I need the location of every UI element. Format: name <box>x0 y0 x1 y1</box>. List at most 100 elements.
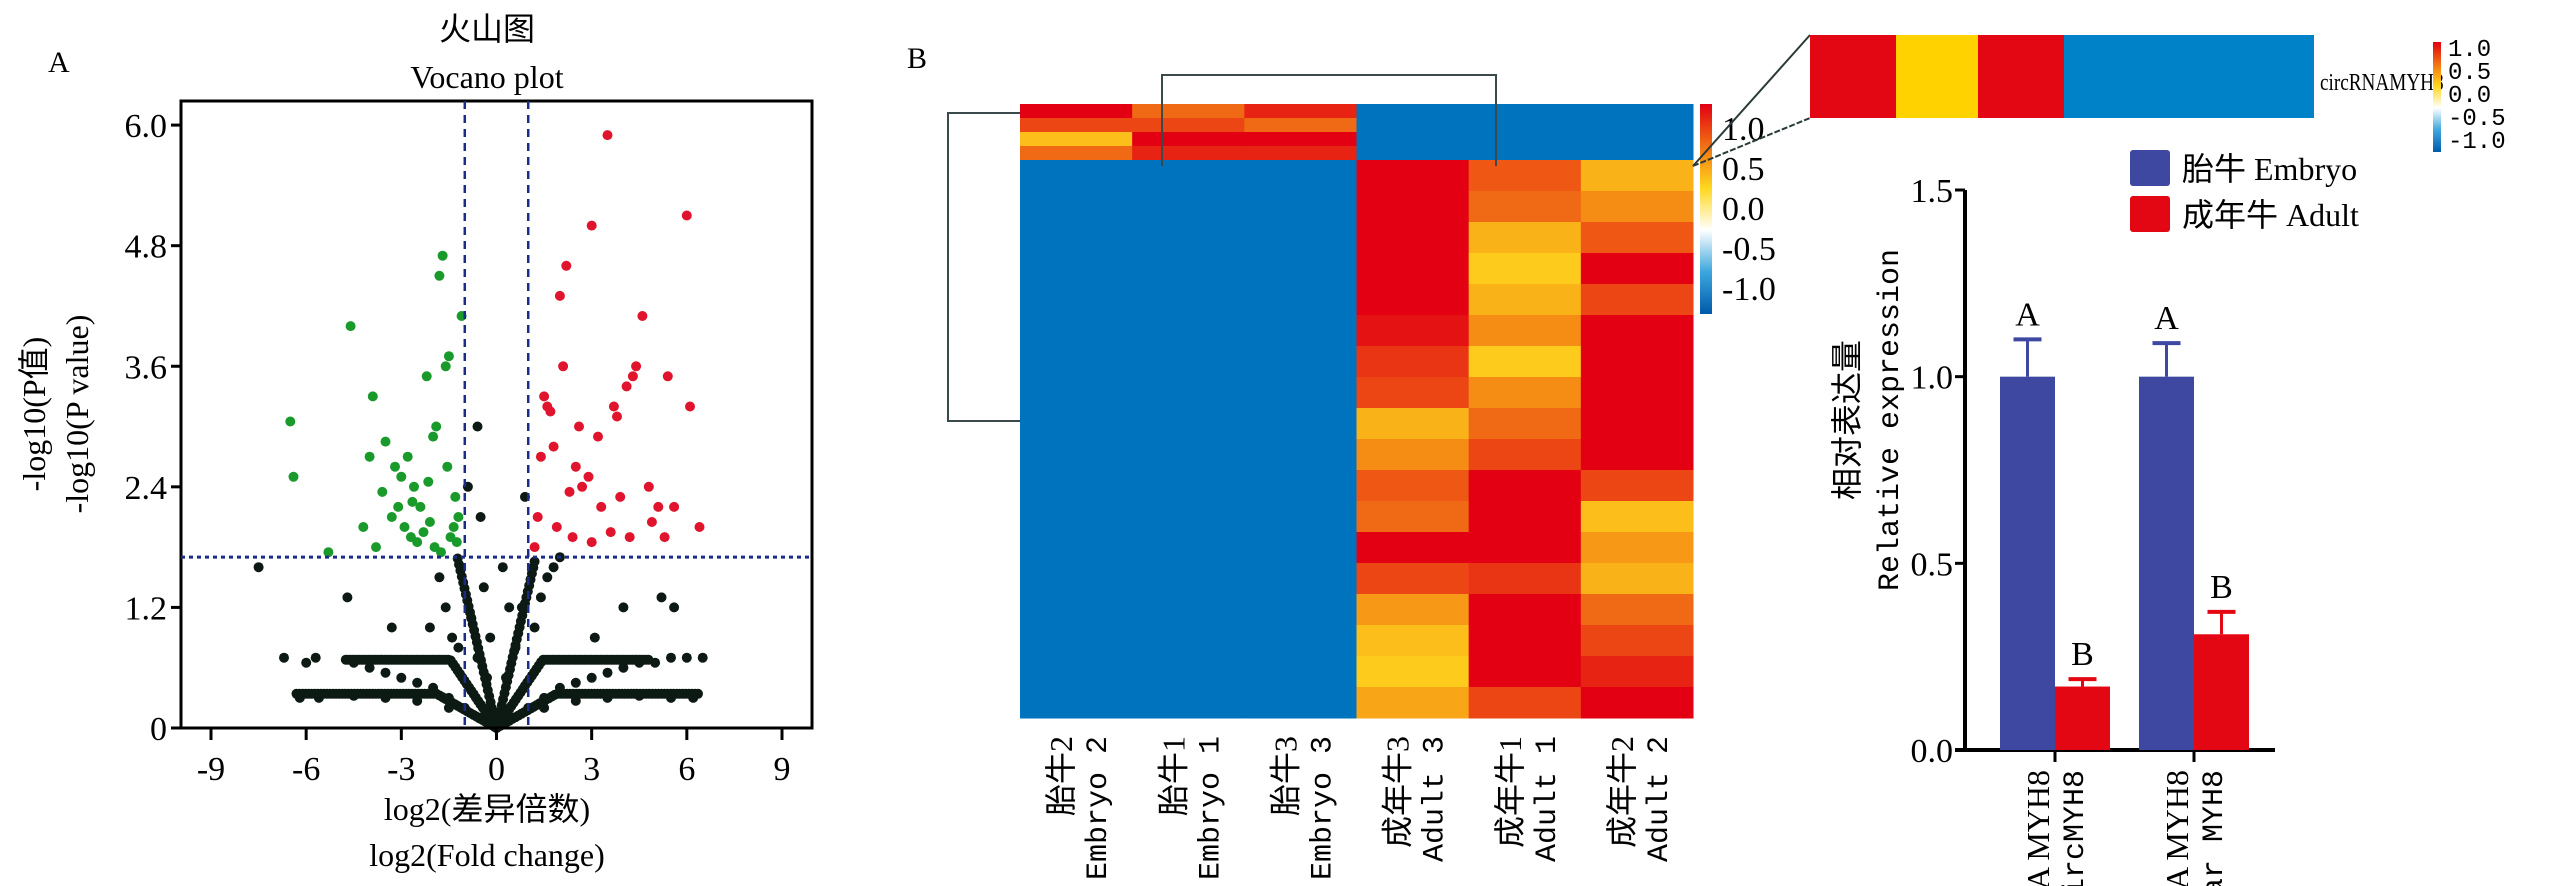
point-not-significant <box>424 622 435 633</box>
bar-adult <box>2194 634 2249 750</box>
heatmap-cell <box>1356 625 1470 657</box>
point-up <box>653 501 664 512</box>
heatmap-cell <box>1020 408 1133 440</box>
point-down <box>393 501 404 512</box>
volcano-title: 火山图 <box>439 11 535 47</box>
heatmap-cell <box>1356 377 1470 409</box>
inset-connector-bottom <box>1692 117 1811 167</box>
point-up <box>612 411 622 422</box>
heatmap-cell <box>1356 439 1470 471</box>
y-tick-label: 2.4 <box>125 470 168 507</box>
heatmap-cell <box>1244 625 1357 657</box>
point-up <box>624 532 635 543</box>
heatmap-cell <box>1468 315 1582 347</box>
x-tick-label: -9 <box>197 751 225 788</box>
heatmap-cell <box>1020 377 1133 409</box>
heatmap-cell <box>1244 594 1357 626</box>
point-up <box>545 406 556 417</box>
point-not-significant <box>440 602 451 613</box>
point-down <box>412 537 423 548</box>
point-not-significant <box>589 632 600 643</box>
point-down <box>415 501 426 512</box>
point-down <box>451 537 462 548</box>
y-axis: 0 1.2 2.4 3.6 4.8 6.0 <box>125 108 181 748</box>
heatmap-cell <box>1356 284 1470 316</box>
point-down <box>453 512 464 522</box>
bar-chart: 0.0 0.5 1.0 1.5 A B A B 胎牛 Embryo 成年牛 Adult 相对表… <box>1829 150 2359 886</box>
inset-colorbar-tick: -1.0 <box>2448 129 2506 156</box>
point-not-significant <box>656 592 667 603</box>
heatmap-cell <box>1132 625 1245 657</box>
bar-category-label-en: Linear MYH8 <box>2198 770 2232 886</box>
heatmap-cell <box>1468 253 1582 285</box>
point-not-significant-dense <box>693 688 703 699</box>
heatmap-cell <box>1132 346 1245 378</box>
point-not-significant <box>301 657 312 668</box>
heatmap-cell <box>1244 160 1357 192</box>
threshold-lines <box>181 101 812 728</box>
heatmap-cell <box>1132 470 1245 502</box>
heatmap-cell <box>1132 563 1245 595</box>
inset-label: circRNAMYH8 <box>2320 69 2444 96</box>
heatmap-cell <box>1244 532 1357 564</box>
heatmap-cell <box>1020 532 1133 564</box>
heatmap-cell <box>1020 104 1133 119</box>
heatmap-cell <box>1468 501 1582 533</box>
heatmap-cell <box>1468 594 1582 626</box>
point-down <box>377 486 388 497</box>
heatmap-cell <box>1020 346 1133 378</box>
heatmap-cell <box>1132 284 1245 316</box>
point-not-significant <box>310 652 321 663</box>
heatmap-cell <box>1356 191 1470 223</box>
heatmap-cell <box>1020 625 1133 657</box>
y-tick-label: 1.2 <box>125 590 168 627</box>
heatmap-cell <box>1244 315 1357 347</box>
inset-cell <box>2147 35 2230 118</box>
heatmap-cell <box>1244 563 1357 595</box>
heatmap-cell <box>1020 146 1133 161</box>
heatmap-cell <box>1468 146 1582 161</box>
point-not-significant <box>396 672 407 683</box>
heatmap-cell <box>1580 532 1694 564</box>
point-not-significant <box>697 652 708 663</box>
point-not-significant <box>570 677 581 688</box>
heatmap-cell <box>1468 656 1582 688</box>
inset-colorbar-tick: 1.0 <box>2448 37 2491 64</box>
point-not-significant <box>453 642 464 653</box>
point-down <box>323 547 334 558</box>
column-label-zh: 成年牛3 <box>1380 736 1416 848</box>
point-down <box>285 416 296 427</box>
column-label-en: Embryo 3 <box>1306 736 1340 880</box>
point-not-significant <box>475 512 486 522</box>
heatmap-cell <box>1356 222 1470 254</box>
y-axis-title-zh: -log10(P值) <box>16 337 52 492</box>
inset-colorbar-tick: -0.5 <box>2448 106 2506 133</box>
legend-label: 成年牛 Adult <box>2182 197 2359 233</box>
point-up <box>681 210 692 221</box>
point-not-significant <box>669 602 680 613</box>
heatmap-cell <box>1468 132 1582 147</box>
point-down <box>399 522 410 532</box>
point-not-significant <box>497 562 508 573</box>
point-up <box>539 391 550 402</box>
point-up <box>669 501 680 512</box>
heatmap: 1.00.50.0-0.5-1.0 胎牛2 Embryo 2 胎牛1 Embryo 1… <box>947 34 2506 880</box>
heatmap-cell <box>1020 501 1133 533</box>
heatmap-cell <box>1356 501 1470 533</box>
point-not-significant <box>535 592 546 603</box>
heatmap-cell <box>1580 222 1694 254</box>
bar-adult <box>2055 686 2110 750</box>
heatmap-cell <box>1356 104 1470 119</box>
point-down <box>390 461 400 472</box>
point-not-significant-dense <box>643 654 654 665</box>
column-label-zh: 成年牛1 <box>1492 736 1528 848</box>
heatmap-cell <box>1244 253 1357 285</box>
point-down <box>418 527 429 538</box>
point-down <box>371 542 381 553</box>
heatmap-cell <box>1580 687 1694 719</box>
heatmap-cell <box>1132 253 1245 285</box>
heatmap-cell <box>1020 132 1133 147</box>
significance-letter: B <box>2071 636 2094 673</box>
point-not-significant <box>586 672 597 683</box>
